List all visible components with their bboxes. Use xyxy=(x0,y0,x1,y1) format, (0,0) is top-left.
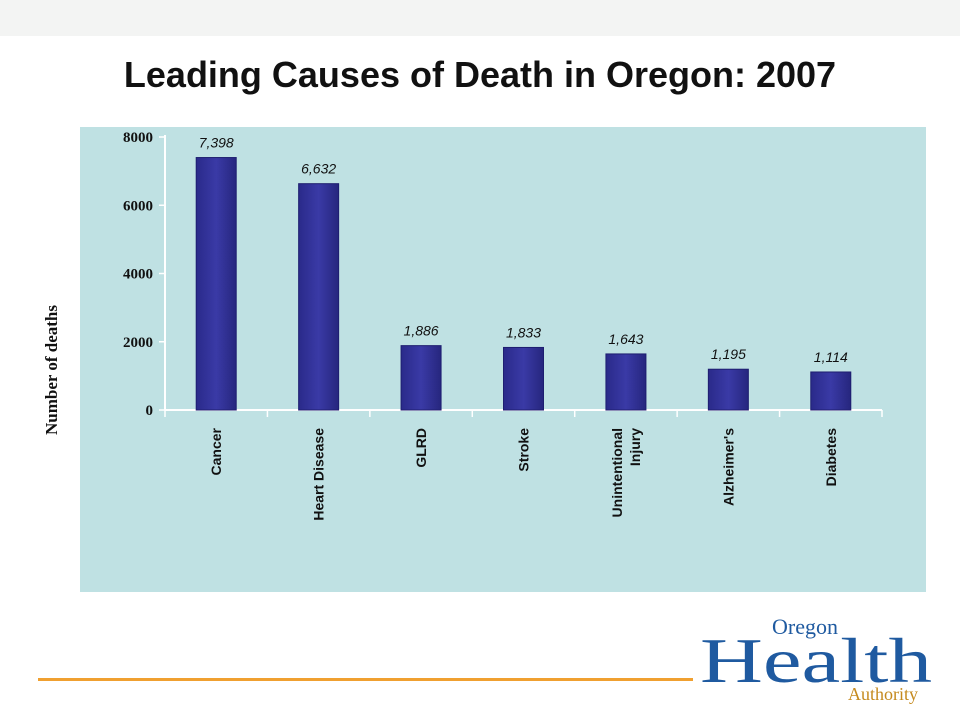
x-tick-label-line: GLRD xyxy=(413,428,429,468)
y-tick-label: 2000 xyxy=(123,335,153,351)
x-tick-label-line: Diabetes xyxy=(823,428,839,487)
data-label: 1,114 xyxy=(814,349,848,365)
x-tick-label-line: Heart Disease xyxy=(311,428,327,521)
bar xyxy=(503,346,544,411)
bar xyxy=(605,353,647,411)
header-band xyxy=(0,0,960,36)
x-tick-label: Cancer xyxy=(208,427,224,475)
data-label: 1,886 xyxy=(404,323,439,339)
data-label: 1,833 xyxy=(506,324,541,340)
bar xyxy=(810,371,852,411)
page-title: Leading Causes of Death in Oregon: 2007 xyxy=(123,54,837,95)
x-tick-label: Diabetes xyxy=(823,428,839,487)
x-tick-label-line: Alzheimer's xyxy=(720,428,736,506)
x-tick-label: Unintentional Injury xyxy=(609,428,643,518)
bar xyxy=(707,368,749,411)
x-tick-label-line: Unintentional xyxy=(609,428,625,517)
data-label: 1,195 xyxy=(711,346,746,362)
x-tick-label-line: Cancer xyxy=(208,427,224,475)
x-tick-label: GLRD xyxy=(413,428,429,468)
x-tick-label: Stroke xyxy=(516,428,532,472)
data-label: 7,398 xyxy=(199,135,234,151)
logo-health-text: Health xyxy=(700,625,932,696)
y-tick-label: 0 xyxy=(146,403,154,419)
logo-authority-text: Authority xyxy=(848,684,918,704)
x-tick-label: Alzheimer's xyxy=(720,428,736,506)
bar xyxy=(195,157,237,411)
oregon-health-authority-logo: Oregon Health Authority xyxy=(700,614,932,704)
bar xyxy=(298,183,340,411)
y-tick-label: 6000 xyxy=(123,198,153,214)
data-label: 6,632 xyxy=(301,161,336,177)
y-tick-label: 4000 xyxy=(123,267,153,283)
y-tick-label: 8000 xyxy=(123,130,153,146)
x-tick-label-line: Injury xyxy=(627,428,643,466)
x-tick-label: Heart Disease xyxy=(311,428,327,521)
footer-accent-line xyxy=(38,678,693,681)
bar xyxy=(400,345,442,411)
x-tick-label-line: Stroke xyxy=(516,428,532,472)
logo-oregon-text: Oregon xyxy=(772,614,838,639)
data-label: 1,643 xyxy=(608,331,643,347)
